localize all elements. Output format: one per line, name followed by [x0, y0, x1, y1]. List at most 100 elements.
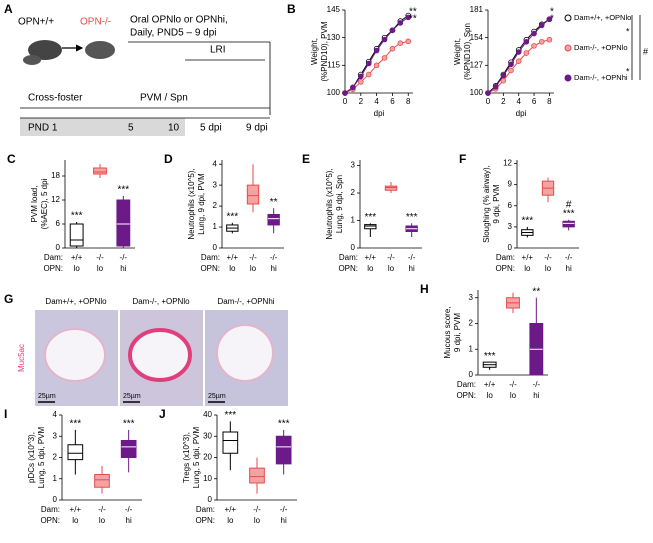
- y-axis-label: Lung, 9 dpi, PVM: [197, 173, 206, 235]
- significance: *: [626, 26, 630, 36]
- data-point: [405, 38, 412, 45]
- y-tick-label: 0: [213, 243, 218, 252]
- group-label: lo: [229, 264, 236, 273]
- series-line: [487, 18, 550, 94]
- y-tick-label: 181: [470, 5, 484, 14]
- recipient-label: OPN-/-: [80, 17, 111, 28]
- significance: ***: [117, 185, 129, 196]
- x-tick-label: 0: [343, 97, 348, 106]
- group-label: -/-: [249, 253, 257, 262]
- legend-marker: [564, 74, 572, 82]
- stain-label: Muc5ac: [17, 344, 26, 372]
- box: [93, 167, 107, 175]
- y-axis-label: Neutrophils (x10^5),: [187, 168, 196, 239]
- scale-label: 25µm: [38, 393, 56, 400]
- data-point: [546, 16, 553, 23]
- significance: ***: [71, 211, 83, 222]
- data-point: [381, 36, 388, 43]
- significance: *: [626, 66, 630, 76]
- box: [67, 444, 84, 461]
- mouse-icon: [85, 41, 115, 59]
- x-tick-label: 4: [516, 97, 521, 106]
- significance: ***: [406, 212, 418, 223]
- scale-label: 25µm: [208, 393, 226, 400]
- y-tick-label: 1: [351, 216, 356, 225]
- significance: ***: [364, 212, 376, 223]
- box: [364, 224, 377, 230]
- data-point: [508, 61, 514, 68]
- data-point: [531, 43, 537, 49]
- row-label: OPN:: [40, 516, 60, 525]
- group-label: -/-: [270, 253, 278, 262]
- group-label: -/-: [533, 380, 541, 389]
- legend-marker: [564, 44, 572, 52]
- group-label: hi: [533, 391, 539, 400]
- donor-label: OPN+/+: [18, 17, 54, 28]
- legend-label: Dam+/+, +OPNlo: [574, 13, 631, 22]
- data-point: [350, 84, 356, 91]
- row-label: Dam:: [496, 253, 515, 262]
- group-label: -/-: [253, 505, 261, 514]
- panel-label: I: [4, 407, 7, 421]
- y-tick-label: 3: [213, 180, 218, 189]
- data-point: [538, 38, 545, 45]
- panel-label: B: [287, 2, 296, 16]
- row-label: OPN:: [456, 391, 476, 400]
- row-label: OPN:: [200, 264, 220, 273]
- y-tick-label: 30: [203, 431, 212, 440]
- y-axis-label: 9 dpi, PVM: [492, 184, 501, 223]
- data-point: [365, 60, 372, 67]
- group-label: lo: [74, 264, 81, 273]
- box: [267, 213, 280, 226]
- group-label: lo: [487, 391, 494, 400]
- group-label: lo: [510, 391, 517, 400]
- y-tick-label: 18: [51, 171, 60, 180]
- group-label: lo: [72, 516, 79, 525]
- y-axis-label: 9 dpi, PVM: [453, 313, 462, 352]
- y-tick-label: 127: [470, 60, 484, 69]
- data-point: [397, 20, 404, 26]
- row-label: Dam:: [457, 380, 476, 389]
- row-label: Dam:: [44, 253, 63, 262]
- data-point: [405, 14, 412, 21]
- data-point: [389, 45, 396, 52]
- data-point: [531, 30, 537, 37]
- group-label: lo: [99, 516, 106, 525]
- row-label: OPN:: [43, 264, 63, 273]
- y-tick-label: 1: [469, 344, 474, 353]
- significance: *: [550, 7, 554, 18]
- row-label: Dam:: [339, 253, 358, 262]
- y-tick-label: 20: [203, 453, 212, 462]
- box: [249, 467, 265, 484]
- group-label: -/-: [565, 253, 573, 262]
- group-label: lo: [524, 264, 531, 273]
- group-label: hi: [120, 264, 126, 273]
- data-point: [389, 27, 396, 34]
- y-axis-label: PVM load,: [30, 186, 39, 223]
- data-point: [373, 62, 380, 69]
- legend-marker: [564, 14, 572, 22]
- y-tick-label: 2: [213, 201, 218, 210]
- y-tick-label: 9: [508, 180, 513, 189]
- data-point: [492, 84, 499, 90]
- group-label: -/-: [387, 253, 395, 262]
- timeline-label: PND 1: [28, 123, 58, 134]
- data-point: [538, 22, 545, 29]
- x-tick-label: 4: [374, 97, 379, 106]
- panel-label: H: [420, 282, 429, 296]
- y-tick-label: 0: [508, 243, 513, 252]
- x-axis-label: dpi: [516, 109, 527, 118]
- panel-label: D: [164, 152, 173, 166]
- airway-lumen: [128, 328, 192, 382]
- y-axis-label: (%PND10), Spn: [463, 23, 472, 80]
- group-label: lo: [227, 516, 234, 525]
- y-axis-label: Weight,: [453, 38, 462, 65]
- group-label: lo: [545, 264, 552, 273]
- lri-label: LRI: [210, 45, 226, 56]
- panel-label: J: [159, 407, 166, 421]
- box: [275, 435, 292, 465]
- timeline-label: 10: [168, 123, 180, 134]
- treatment-line: Daily, PND5 – 9 dpi: [130, 28, 217, 39]
- panel-label: E: [302, 152, 310, 166]
- y-tick-label: 4: [53, 410, 58, 419]
